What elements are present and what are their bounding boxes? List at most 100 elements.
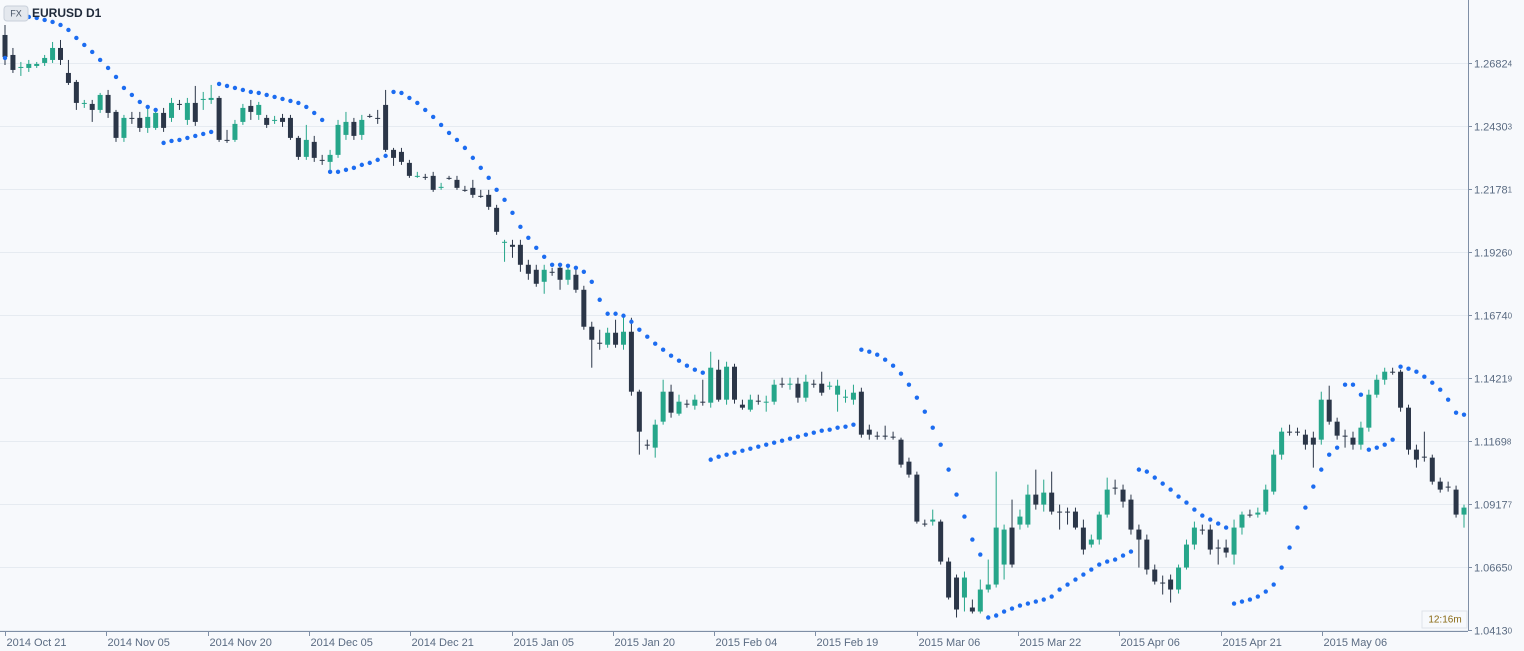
sar-dot (1065, 582, 1070, 587)
y-tick-label: 1.09177 (1474, 499, 1513, 511)
sar-dot (462, 145, 468, 151)
candle-body (795, 383, 801, 398)
candle-body (605, 332, 611, 345)
candle-body (597, 342, 603, 344)
sar-dot (169, 138, 174, 144)
sar-dot (232, 85, 238, 91)
candle-body (716, 369, 722, 400)
candle-body (1223, 547, 1229, 553)
candle-body (81, 102, 87, 104)
candle-body (1168, 579, 1174, 590)
x-tick-label: 2014 Nov 20 (210, 637, 272, 649)
candle-body (42, 57, 48, 63)
candle-body (375, 117, 381, 119)
candle-body (1326, 399, 1332, 422)
sar-dot (74, 35, 79, 41)
candle-body (1215, 547, 1221, 549)
candle-body (739, 404, 745, 408)
sar-dot (946, 467, 951, 472)
candle-body (311, 141, 317, 158)
candle-body (1421, 456, 1427, 458)
candle-body (533, 269, 539, 284)
sar-dot (34, 15, 39, 21)
candle-body (1160, 582, 1166, 584)
sar-dot (1001, 609, 1007, 614)
candle-body (34, 63, 40, 66)
candle-body (1310, 437, 1316, 445)
candle-body (961, 577, 967, 598)
sar-dot (391, 89, 396, 95)
sar-dot (129, 92, 135, 98)
candle-body (1072, 511, 1078, 528)
sar-dot (716, 454, 721, 459)
sar-dot (993, 613, 999, 618)
sar-dot (42, 17, 47, 23)
candle-body (1429, 457, 1435, 482)
sar-dot (764, 442, 769, 447)
sar-dot (90, 49, 95, 55)
candle-body (985, 584, 991, 590)
sar-dot (201, 131, 206, 137)
sar-dot (1136, 467, 1142, 472)
candle-body (1120, 489, 1126, 502)
candle-body (161, 112, 167, 128)
candle-body (2, 34, 8, 57)
sar-dot (549, 262, 555, 267)
y-tick-label: 1.24303 (1474, 121, 1513, 133)
candle-body (50, 47, 56, 60)
sar-dot (137, 99, 142, 105)
candle-body (628, 331, 634, 392)
sar-dot (692, 367, 698, 372)
candle-body (1033, 494, 1039, 505)
candle-body (176, 103, 182, 105)
candle-body (1445, 486, 1451, 488)
sar-dot (668, 353, 674, 358)
sar-dot (1112, 557, 1118, 562)
sar-dot (494, 187, 499, 193)
candle-body (1065, 511, 1071, 513)
candle-body (1001, 529, 1007, 565)
candle-body (295, 137, 301, 157)
sar-dot (502, 197, 507, 203)
sar-dot (82, 42, 87, 48)
candle-body (858, 391, 864, 435)
sar-dot (1200, 513, 1205, 518)
sar-dot (1247, 597, 1253, 602)
sar-dot (1263, 589, 1268, 594)
candle-body (1128, 499, 1134, 530)
candle-body (890, 436, 896, 438)
candle-body (898, 439, 904, 465)
sar-dot (898, 371, 904, 376)
sar-dot (193, 133, 198, 139)
candle-body (1041, 492, 1047, 505)
candle-body (700, 401, 706, 403)
sar-dot (97, 57, 103, 63)
sar-dot (1406, 366, 1411, 371)
candle-body (454, 179, 460, 188)
sar-dot (827, 427, 832, 432)
sar-dot (700, 370, 705, 375)
sar-dot (264, 92, 269, 98)
sar-dot (486, 175, 491, 181)
sar-dot (430, 114, 436, 120)
candle-body (398, 151, 404, 162)
candle-body (1112, 487, 1118, 489)
sar-dot (1192, 507, 1197, 512)
candle-body (430, 175, 436, 190)
sar-dot (1422, 374, 1427, 379)
candle-body (1239, 514, 1245, 528)
sar-dot (319, 117, 325, 123)
candle-body (1382, 371, 1388, 380)
candle-body (557, 267, 563, 280)
candle-body (1366, 394, 1372, 428)
sar-dot (906, 382, 912, 387)
sar-dot (1366, 447, 1372, 452)
candle-body (708, 367, 714, 403)
sar-dot (351, 165, 357, 171)
sar-dot (1208, 517, 1213, 522)
sar-dot (573, 265, 579, 270)
sar-dot (177, 137, 182, 143)
sar-dot (613, 311, 618, 316)
sar-dot (367, 160, 372, 166)
